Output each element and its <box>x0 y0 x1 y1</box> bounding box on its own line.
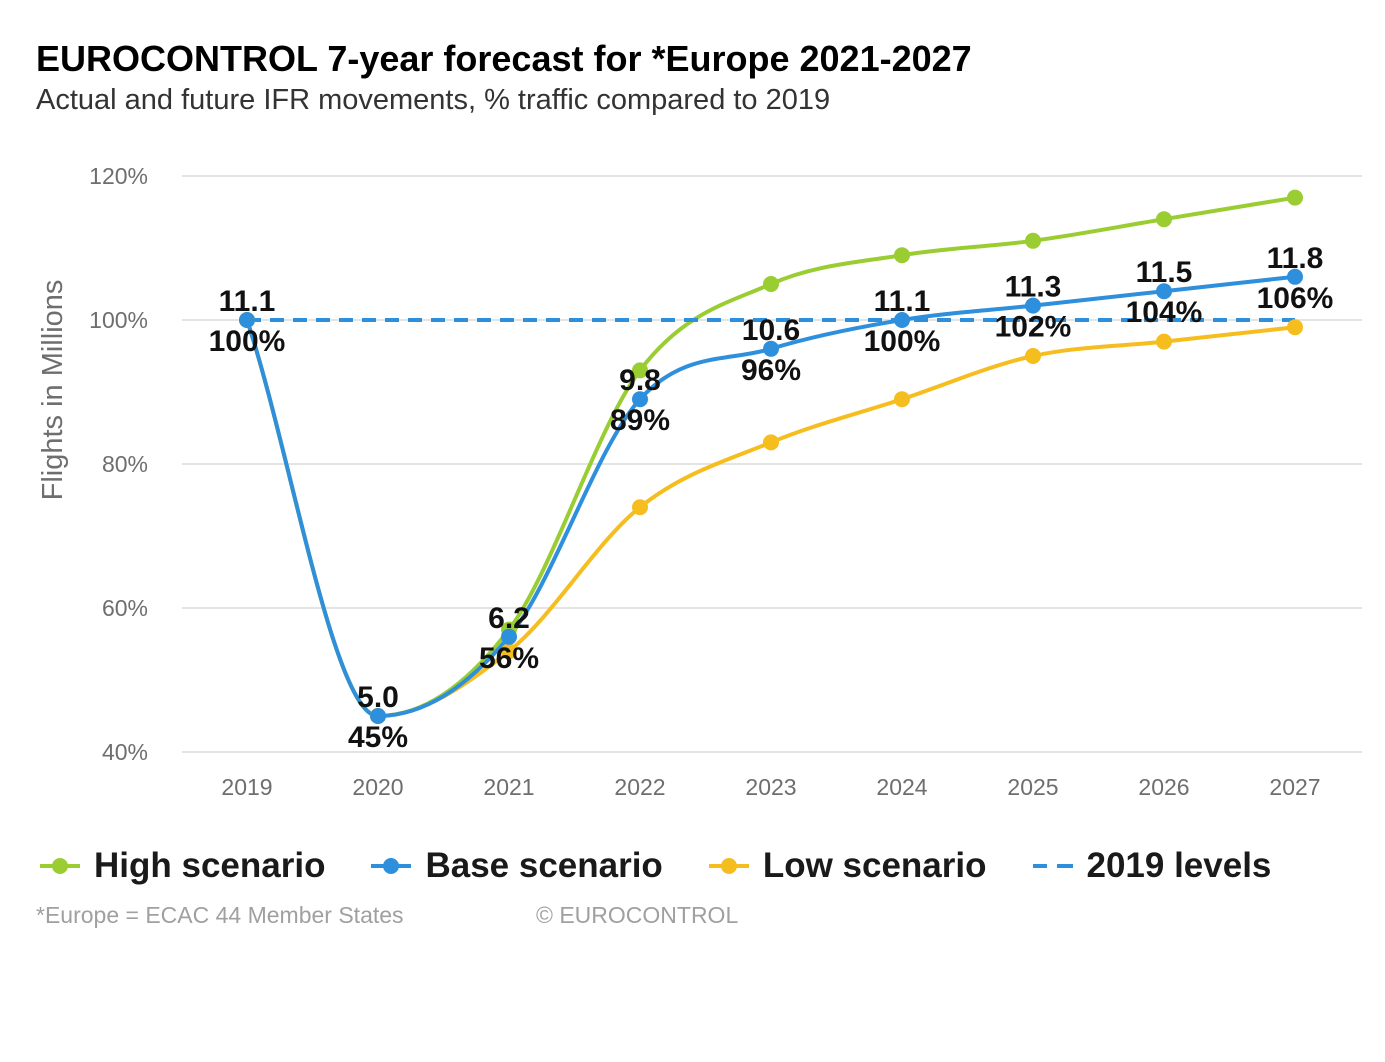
legend-marker-low <box>708 858 749 874</box>
data-label-pct: 89% <box>610 404 670 437</box>
legend-marker-base <box>371 858 412 874</box>
series-point-base-scenario <box>370 708 386 724</box>
data-label-pct: 100% <box>209 325 286 358</box>
y-axis-label: Flights in Millions <box>37 280 69 501</box>
legend-item-base: Base scenario <box>371 846 663 886</box>
series-point-high-scenario <box>1025 232 1041 249</box>
y-tick-labels: 40% 60% 80% 100% 120% <box>89 163 148 765</box>
series-point-low-scenario <box>1287 319 1303 336</box>
x-tick-label: 2027 <box>1269 774 1320 800</box>
series-point-base-scenario <box>894 312 910 328</box>
data-label-flights: 11.5 <box>1136 256 1193 289</box>
y-tick-label: 80% <box>102 451 148 477</box>
series-point-low-scenario <box>1156 333 1172 350</box>
series-point-base-scenario <box>239 312 255 328</box>
series-point-high-scenario <box>763 276 779 292</box>
x-tick-label: 2024 <box>876 774 927 800</box>
grid-lines <box>182 175 1362 753</box>
chart-subtitle: Actual and future IFR movements, % traff… <box>36 84 831 116</box>
series-line-base-scenario <box>245 274 1296 719</box>
data-labels: 11.1 100% 5.0 45% 6.2 56% 9.8 89% 10.6 96% 11.1 100… <box>209 242 1334 754</box>
data-label-flights: 9.8 <box>619 364 661 397</box>
series-point-low-scenario <box>501 643 517 660</box>
y-tick-label: 60% <box>102 595 148 621</box>
x-tick-label: 2022 <box>614 774 665 800</box>
series-point-base-scenario <box>632 391 648 408</box>
line-chart: 40%60%80%100%120% 2019 2020 2021 2022 2023 20… <box>37 163 1362 800</box>
footer-copyright: © EUROCONTROL <box>536 902 739 928</box>
data-label-pct: 100% <box>864 325 941 358</box>
x-tick-label: 2021 <box>483 774 534 800</box>
x-tick-label: 2026 <box>1138 774 1189 800</box>
data-label-flights: 11.1 <box>874 285 931 318</box>
y-tick-label: 120% <box>89 163 148 189</box>
series-point-low-scenario <box>632 499 648 516</box>
legend-label-low: Low scenario <box>762 846 987 885</box>
y-tick-label: 40% <box>102 739 148 765</box>
legend-marker-2019 <box>1032 864 1073 868</box>
series-point-low-scenario <box>763 434 779 451</box>
legend-label-2019: 2019 levels <box>1086 846 1272 885</box>
data-label-flights: 11.3 <box>1005 271 1062 304</box>
legend: High scenario Base scenario Low scenario… <box>40 842 1317 890</box>
legend-item-high: High scenario <box>40 846 325 886</box>
legend-item-2019: 2019 levels <box>1032 846 1272 886</box>
footer-note: *Europe = ECAC 44 Member States <box>36 902 404 928</box>
data-label-flights: 5.0 <box>357 681 399 714</box>
series-markers <box>239 189 1303 724</box>
x-tick-labels: 2019 2020 2021 2022 2023 2024 2025 2026 2027 <box>221 774 1320 800</box>
series-point-high-scenario <box>1156 211 1172 228</box>
series-point-base-scenario <box>1025 297 1041 314</box>
x-tick-label: 2020 <box>352 774 403 800</box>
data-label-pct: 45% <box>348 721 408 754</box>
series-point-base-scenario <box>501 628 517 645</box>
series-point-base-scenario <box>1287 268 1303 285</box>
chart-title: EUROCONTROL 7-year forecast for *Europe … <box>36 38 972 79</box>
data-label-flights: 11.1 <box>219 285 276 318</box>
series-point-low-scenario <box>1025 348 1041 364</box>
data-label-flights: 11.8 <box>1267 242 1324 275</box>
series-lines <box>245 195 1296 719</box>
series-point-low-scenario <box>894 391 910 408</box>
legend-label-base: Base scenario <box>425 846 663 885</box>
data-label-pct: 102% <box>995 311 1072 344</box>
series-point-base-scenario <box>1156 283 1172 300</box>
series-point-high-scenario <box>894 247 910 264</box>
legend-marker-high <box>40 858 80 874</box>
x-tick-label: 2019 <box>221 774 272 800</box>
x-tick-label: 2025 <box>1007 774 1058 800</box>
series-point-high-scenario <box>632 362 648 379</box>
data-label-pct: 96% <box>741 354 801 387</box>
legend-label-high: High scenario <box>94 846 326 885</box>
y-tick-label: 100% <box>89 307 148 333</box>
data-label-pct: 106% <box>1257 282 1334 315</box>
legend-item-low: Low scenario <box>708 846 987 886</box>
series-point-high-scenario <box>1287 189 1303 206</box>
data-label-flights: 6.2 <box>488 602 530 635</box>
data-label-pct: 56% <box>479 642 539 675</box>
data-label-flights: 10.6 <box>742 314 800 347</box>
series-point-base-scenario <box>763 340 779 357</box>
x-tick-label: 2023 <box>745 774 796 800</box>
data-label-pct: 104% <box>1126 296 1203 329</box>
